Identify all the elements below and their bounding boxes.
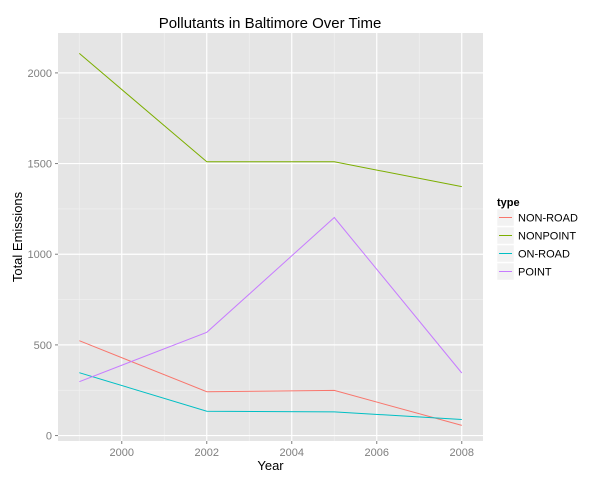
minor-gridlines bbox=[58, 33, 483, 441]
series-line-on-road bbox=[79, 372, 462, 420]
x-tick-label-3: 2006 bbox=[365, 447, 389, 459]
x-axis-ticks: 2000 2002 2004 2006 2008 bbox=[110, 441, 474, 459]
legend-title: type bbox=[497, 197, 520, 209]
y-tick-label-3: 1500 bbox=[28, 159, 52, 171]
x-tick-label-2: 2004 bbox=[280, 447, 304, 459]
y-tick-label-4: 2000 bbox=[28, 68, 52, 80]
chart-title: Pollutants in Baltimore Over Time bbox=[159, 15, 382, 32]
legend-label-non-road: NON-ROAD bbox=[518, 213, 578, 225]
x-axis-title: Year bbox=[257, 458, 284, 473]
legend-items: NON-ROAD NONPOINT ON-ROAD POINT bbox=[496, 208, 578, 281]
series-lines bbox=[78, 53, 463, 426]
y-axis-title: Total Emissions bbox=[10, 191, 25, 282]
legend: type NON-ROAD NONPOINT ON-ROAD POINT bbox=[496, 197, 578, 281]
series-line-nonpoint bbox=[78, 53, 462, 188]
series-line-non-road bbox=[79, 340, 462, 426]
x-tick-label-0: 2000 bbox=[110, 447, 134, 459]
y-tick-label-0: 0 bbox=[46, 431, 52, 443]
series-line-point bbox=[79, 216, 463, 383]
legend-label-nonpoint: NONPOINT bbox=[518, 231, 576, 243]
y-axis-ticks: 0 500 1000 1500 2000 bbox=[28, 68, 58, 443]
legend-label-on-road: ON-ROAD bbox=[518, 249, 570, 261]
y-tick-label-2: 1000 bbox=[28, 249, 52, 261]
major-gridlines bbox=[58, 33, 483, 441]
x-tick-label-1: 2002 bbox=[195, 447, 219, 459]
legend-label-point: POINT bbox=[518, 267, 552, 279]
y-tick-label-1: 500 bbox=[34, 340, 52, 352]
x-tick-label-4: 2008 bbox=[450, 447, 474, 459]
plot-background bbox=[58, 33, 483, 441]
